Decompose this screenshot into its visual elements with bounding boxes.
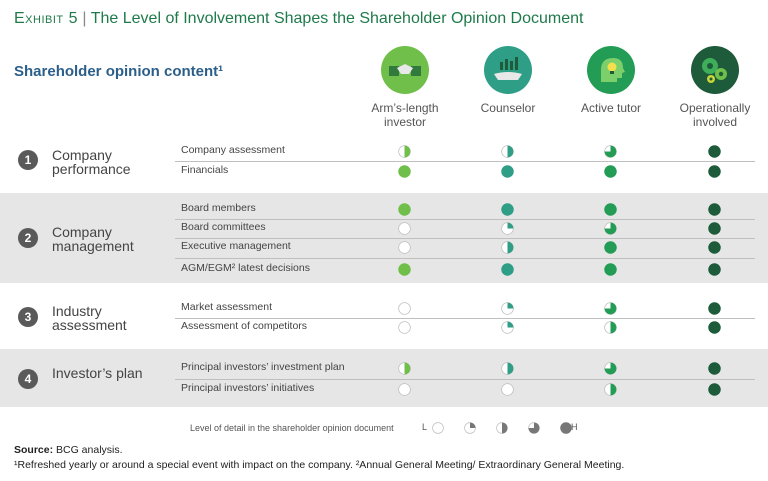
detail-level-dot <box>501 302 514 315</box>
exhibit-title: Exhibit 5 | The Level of Involvement Sha… <box>14 10 583 28</box>
exhibit-number: Exhibit 5 <box>14 10 78 27</box>
source-label: Source: <box>14 444 54 456</box>
detail-level-dot <box>604 203 617 216</box>
detail-level-dot <box>501 203 514 216</box>
detail-level-dot <box>501 263 514 276</box>
detail-level-dot <box>708 165 721 178</box>
handshake-icon <box>381 46 429 94</box>
detail-level-dot <box>398 302 411 315</box>
detail-level-dot <box>604 165 617 178</box>
detail-level-dot <box>398 203 411 216</box>
source-note: Source: BCG analysis. <box>14 444 123 456</box>
detail-level-dot <box>708 203 721 216</box>
detail-level-dot <box>398 362 411 375</box>
column-header-4: Operationally involved <box>679 101 751 129</box>
detail-level-dot <box>604 222 617 235</box>
group-label: Company performance <box>52 147 131 177</box>
detail-level-dot <box>708 241 721 254</box>
detail-level-dot <box>398 241 411 254</box>
detail-level-dot <box>501 222 514 235</box>
group-label: Industry assessment <box>52 303 127 333</box>
row-label: Market assessment <box>181 301 273 313</box>
detail-level-dot <box>708 145 721 158</box>
row-divider <box>175 238 755 239</box>
detail-level-dot <box>708 263 721 276</box>
group-number-badge: 2 <box>18 228 38 248</box>
lightbulb-head-icon <box>587 46 635 94</box>
row-label: Assessment of competitors <box>181 320 308 332</box>
legend-level-dot <box>528 421 541 434</box>
legend-level-dot <box>560 421 573 434</box>
detail-level-dot <box>398 145 411 158</box>
detail-level-dot <box>604 383 617 396</box>
group-label: Investor’s plan <box>52 365 143 381</box>
detail-level-dot <box>501 383 514 396</box>
title-text: The Level of Involvement Shapes the Shar… <box>90 10 584 27</box>
detail-level-dot <box>604 302 617 315</box>
gears-icon <box>691 46 739 94</box>
detail-level-dot <box>398 383 411 396</box>
row-divider <box>175 161 755 162</box>
column-header-2: Counselor <box>480 101 536 115</box>
row-label: Principal investors’ investment plan <box>181 361 345 373</box>
group-number-badge: 1 <box>18 150 38 170</box>
detail-level-dot <box>604 241 617 254</box>
legend-high-label: H <box>571 422 578 432</box>
detail-level-dot <box>604 145 617 158</box>
detail-level-dot <box>501 362 514 375</box>
detail-level-dot <box>398 165 411 178</box>
section-subtitle: Shareholder opinion content¹ <box>14 63 224 80</box>
detail-level-dot <box>398 263 411 276</box>
detail-level-dot <box>604 362 617 375</box>
hand-growth-icon <box>484 46 532 94</box>
row-divider <box>175 318 755 319</box>
row-divider <box>175 258 755 259</box>
group-band <box>0 349 768 407</box>
column-header-1: Arm’s-length investor <box>371 101 439 129</box>
column-header-3: Active tutor <box>580 101 642 115</box>
legend-level-dot <box>496 421 509 434</box>
row-label: Board committees <box>181 221 266 233</box>
legend-low-label: L <box>422 422 428 432</box>
row-label: AGM/EGM² latest decisions <box>181 262 310 274</box>
row-label: Board members <box>181 202 256 214</box>
group-number-badge: 4 <box>18 369 38 389</box>
detail-level-dot <box>501 145 514 158</box>
detail-level-dot <box>604 263 617 276</box>
detail-level-dot <box>708 222 721 235</box>
group-label: Company management <box>52 224 134 254</box>
group-number-badge: 3 <box>18 307 38 327</box>
footnote: ¹Refreshed yearly or around a special ev… <box>14 459 625 471</box>
detail-level-dot <box>501 321 514 334</box>
detail-level-dot <box>501 241 514 254</box>
detail-level-dot <box>708 302 721 315</box>
detail-level-dot <box>604 321 617 334</box>
detail-level-dot <box>708 321 721 334</box>
row-label: Company assessment <box>181 144 285 156</box>
detail-level-dot <box>398 222 411 235</box>
row-divider <box>175 379 755 380</box>
row-label: Principal investors’ initiatives <box>181 382 315 394</box>
row-divider <box>175 219 755 220</box>
legend-level-dot <box>464 421 477 434</box>
legend-level-dot <box>432 421 445 434</box>
source-text: BCG analysis. <box>53 444 123 456</box>
detail-level-dot <box>708 362 721 375</box>
title-separator: | <box>82 10 87 27</box>
row-label: Financials <box>181 164 229 176</box>
detail-level-dot <box>501 165 514 178</box>
detail-level-dot <box>398 321 411 334</box>
detail-level-dot <box>708 383 721 396</box>
row-label: Executive management <box>181 240 291 252</box>
legend-text: Level of detail in the shareholder opini… <box>190 423 394 433</box>
